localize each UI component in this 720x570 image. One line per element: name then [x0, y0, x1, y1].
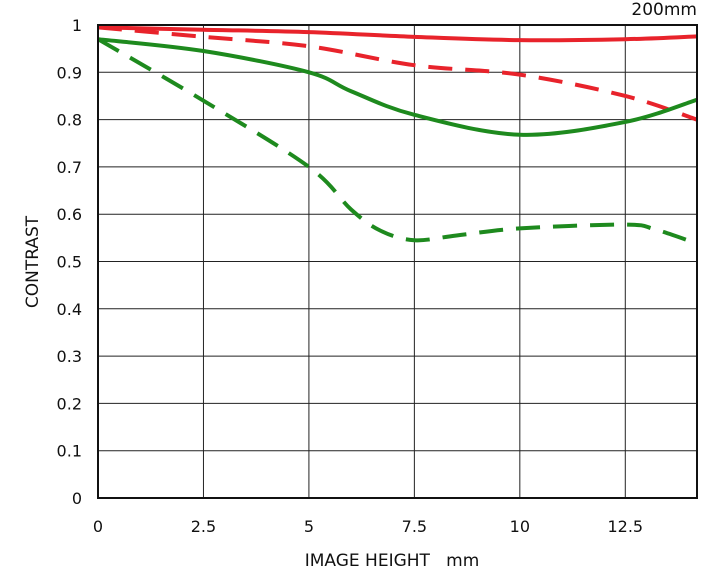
x-tick-label: 5	[304, 517, 314, 536]
grid	[97, 24, 697, 499]
tick-labels: 0 2.5 5 7.5 10 12.5 0 0.1 0.2 0.3 0.4 0.5 0.6 0.7 0.8 0…	[57, 16, 644, 536]
y-axis-label: CONTRAST	[23, 215, 43, 308]
series-line-green-solid	[97, 37, 698, 137]
y-tick-label: 0.8	[57, 111, 82, 130]
series-line-green-dashed	[96, 37, 698, 246]
x-tick-label: 2.5	[191, 517, 216, 536]
chart-title: 200mm	[631, 0, 697, 20]
series-group	[96, 25, 698, 246]
y-tick-label: 1	[72, 16, 82, 35]
series-line-red-dashed	[97, 25, 698, 122]
y-tick-label: 0.2	[57, 394, 82, 413]
x-tick-label: 10	[510, 517, 530, 536]
x-tick-label: 7.5	[402, 517, 427, 536]
y-tick-label: 0.7	[57, 158, 82, 177]
y-tick-label: 0.9	[57, 63, 82, 82]
x-axis-label: IMAGE HEIGHT mm	[305, 551, 480, 570]
series-line-red-solid	[97, 25, 698, 43]
y-tick-label: 0.4	[57, 300, 82, 319]
y-tick-label: 0.5	[57, 253, 82, 272]
x-tick-label: 12.5	[607, 517, 643, 536]
x-tick-label: 0	[93, 517, 103, 536]
y-tick-label: 0.3	[57, 347, 82, 366]
plot-frame	[97, 24, 698, 499]
y-tick-label: 0.6	[57, 205, 82, 224]
y-tick-label: 0	[72, 489, 82, 508]
y-tick-label: 0.1	[57, 442, 82, 461]
